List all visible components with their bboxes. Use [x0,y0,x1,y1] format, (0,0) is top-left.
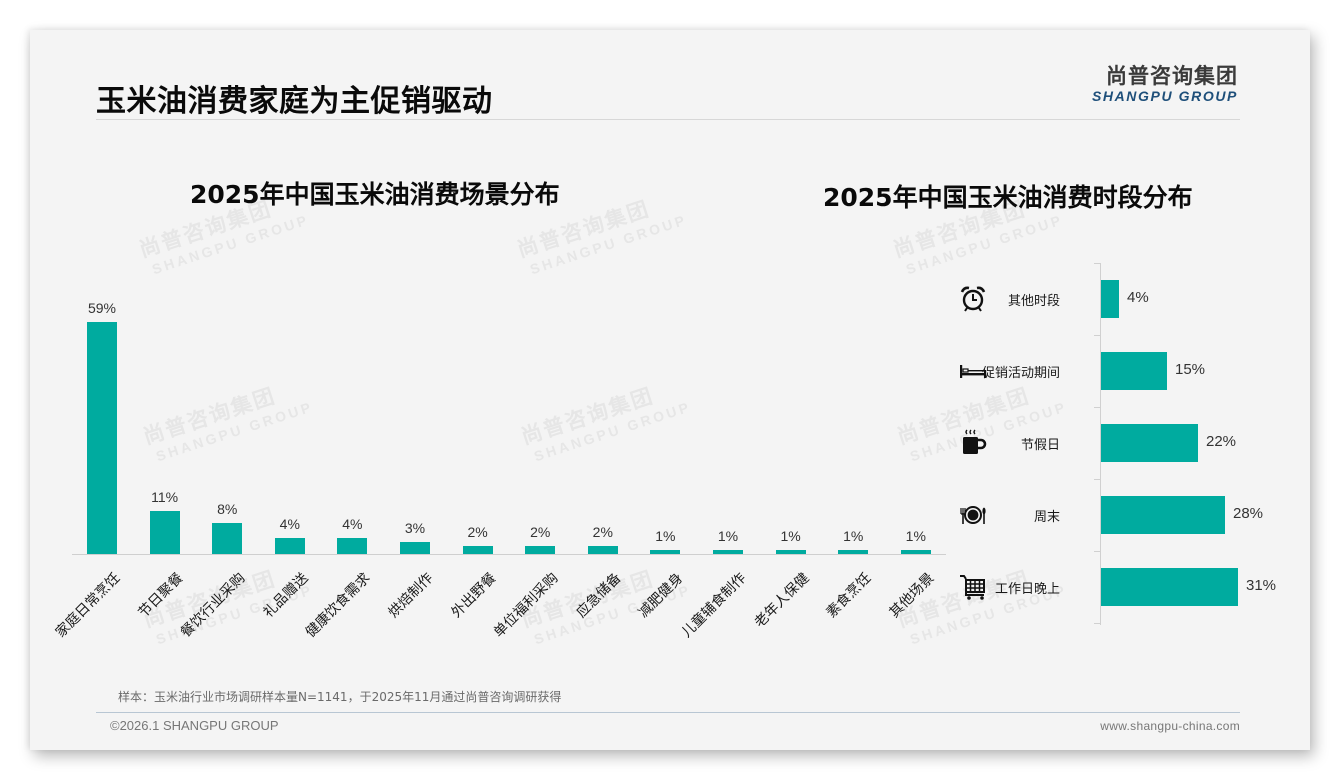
hot-coffee-mug-icon [958,428,988,458]
logo-english: SHANGPU GROUP [1091,88,1238,104]
timeslot-bar [1101,568,1238,606]
plate-cutlery-icon [958,500,988,530]
scene-bar-value-label: 1% [717,528,739,544]
scene-bar [713,550,743,554]
timeslot-category-label: 工作日晚上 [994,582,1060,597]
timeslot-category-label: 周末 [1033,510,1060,525]
timeslot-axis-tick [1094,623,1100,624]
timeslot-chart-title: 2025年中国玉米油消费时段分布 [823,183,1193,212]
scene-category-label: 健康饮食需求 [303,570,374,641]
scene-category-label: 应急储备 [573,570,625,622]
timeslot-category-label: 其他时段 [1007,294,1060,309]
scene-bar-value-label: 1% [905,528,926,544]
timeslot-bar-value-label: 31% [1246,577,1277,594]
scene-bar-value-label: 3% [404,520,426,536]
alarm-clock-icon [958,284,988,314]
copyright: ©2026.1 SHANGPU GROUP [110,718,279,733]
scene-bar [900,550,931,554]
scene-bar [274,538,305,554]
scene-category-label: 老年人保健 [751,570,813,631]
scene-bar [775,550,806,554]
scene-bar-value-label: 11% [151,489,179,505]
timeslot-chart-y-axis [1100,263,1101,625]
scene-category-label: 节日聚餐 [135,570,187,622]
footer-divider [96,712,1240,713]
scene-bar-value-label: 2% [592,524,613,540]
scene-bar-value-label: 8% [217,501,238,517]
scene-bar-value-label: 1% [655,528,676,544]
scene-bar [149,511,180,554]
title-divider [96,119,1240,120]
page-title: 玉米油消费家庭为主促销驱动 [96,84,493,119]
scene-bar [838,550,869,554]
bed-icon [958,356,988,386]
timeslot-axis-tick [1094,335,1100,336]
scene-category-label: 礼品赠送 [260,570,312,622]
scene-category-label: 其他场景 [886,570,938,622]
scene-chart-title: 2025年中国玉米油消费场景分布 [190,180,560,209]
scene-category-label: 儿童辅食制作 [678,570,750,641]
scene-category-label: 家庭日常烹饪 [52,570,124,641]
timeslot-bar-value-label: 22% [1206,433,1237,450]
timeslot-axis-tick [1094,551,1100,552]
scene-category-label: 外出野餐 [448,570,500,622]
scene-bar [650,550,681,554]
timeslot-bar [1101,352,1167,390]
timeslot-bar [1101,496,1225,534]
company-logo: 尚普咨询集团 SHANGPU GROUP [1092,64,1238,104]
scene-bar-value-label: 2% [530,524,551,540]
slide-card: 玉米油消费家庭为主促销驱动 尚普咨询集团 SHANGPU GROUP 尚普咨询集… [30,30,1310,750]
scene-bar [587,546,618,554]
timeslot-axis-tick [1094,479,1100,480]
logo-chinese: 尚普咨询集团 [1106,64,1238,88]
scene-bar [462,546,493,554]
timeslot-category-label: 节假日 [1020,438,1060,453]
scene-bar-value-label: 4% [342,516,363,532]
timeslot-axis-tick [1094,407,1100,408]
scene-bar-value-label: 1% [780,528,801,544]
scene-bar [337,538,368,554]
timeslot-axis-tick [1094,263,1100,264]
timeslot-bar-value-label: 28% [1233,505,1264,522]
scene-bar-value-label: 1% [843,528,864,544]
timeslot-bar [1101,424,1198,462]
scene-category-label: 单位福利采购 [490,570,562,641]
scene-bar [87,322,117,554]
sample-note: 样本：玉米油行业市场调研样本量N=1141，于2025年11月通过尚普咨询调研获… [118,690,562,704]
timeslot-bar-value-label: 4% [1127,289,1149,306]
website-link[interactable]: www.shangpu-china.com [1100,719,1240,733]
timeslot-bar-value-label: 15% [1175,361,1206,378]
scene-bar-value-label: 2% [467,524,488,540]
watermark: 尚普咨询集团 SHANGPU GROUP [518,383,694,465]
scene-bar [212,523,243,554]
scene-bar [525,546,556,554]
shopping-cart-icon [958,572,988,602]
scene-category-label: 烘焙制作 [385,570,437,622]
scene-category-label: 减肥健身 [635,570,687,622]
scene-category-label: 餐饮行业采购 [177,570,249,641]
timeslot-bar [1101,280,1119,318]
watermark: 尚普咨询集团 SHANGPU GROUP [140,383,316,465]
scene-category-label: 素食烹饪 [823,570,875,622]
scene-bar-value-label: 4% [279,516,300,532]
scene-bar-value-label: 59% [87,300,117,316]
timeslot-category-label: 促销活动期间 [981,366,1060,381]
scene-chart-x-axis [72,554,946,555]
scene-bar [400,542,430,554]
